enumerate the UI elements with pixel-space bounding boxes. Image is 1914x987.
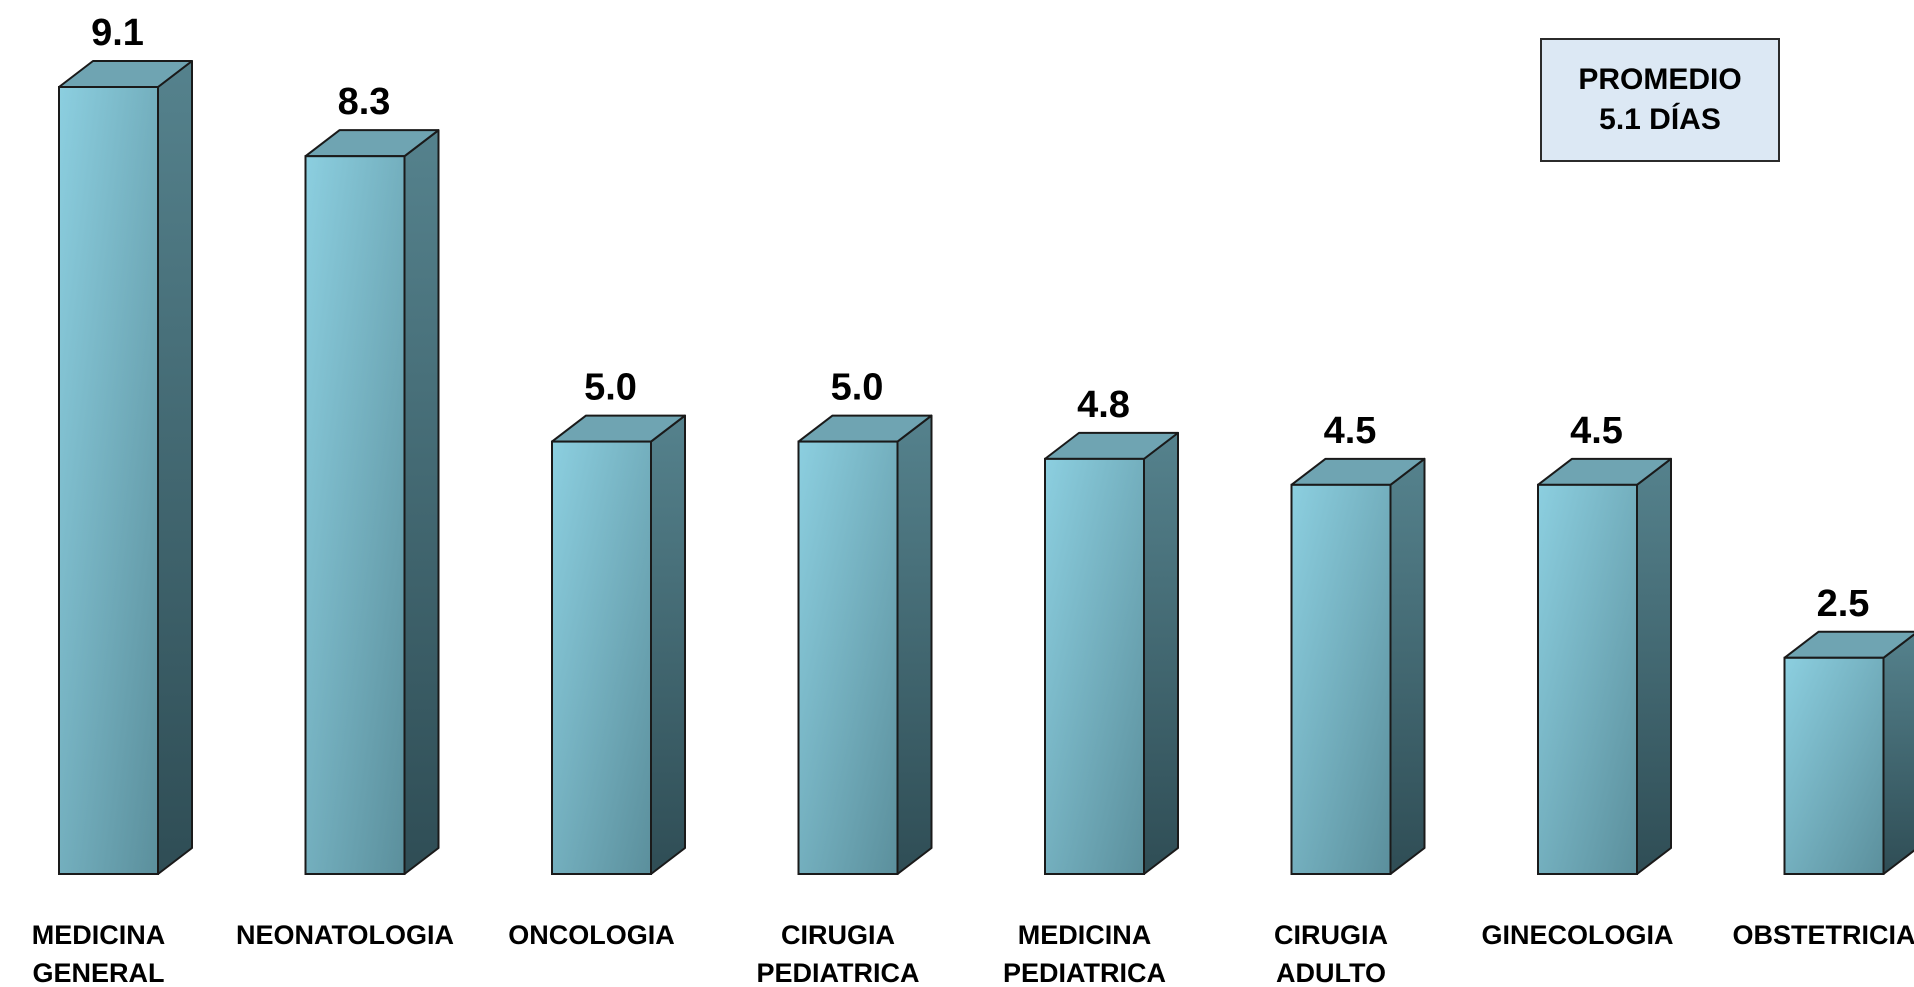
- bar-side-face: [650, 414, 686, 875]
- bar: [58, 60, 193, 875]
- tick-label: CIRUGIA: [781, 920, 895, 950]
- bar-front-face: [1537, 483, 1638, 875]
- bar-side-face: [403, 129, 440, 875]
- tick-label: PEDIATRICA: [1003, 958, 1166, 987]
- bar: [1783, 630, 1914, 875]
- tick-label: MEDICINA: [1018, 920, 1152, 950]
- tick-label: CIRUGIA: [1274, 920, 1388, 950]
- tick-label: OBSTETRICIA: [1732, 920, 1914, 950]
- average-title: PROMEDIO: [1578, 63, 1742, 96]
- bar-front-face: [551, 440, 652, 875]
- bar-front-face: [58, 86, 159, 875]
- bar-front-face: [797, 440, 899, 875]
- tick-label: NEONATOLOGIA: [236, 920, 454, 950]
- bar-side-face: [1143, 431, 1179, 875]
- bar-front-face: [1783, 656, 1885, 875]
- bar-side-face: [157, 60, 193, 875]
- tick-label: GENERAL: [32, 958, 164, 987]
- bar: [304, 129, 440, 875]
- bar-side-face: [1389, 457, 1426, 875]
- tick-label: PEDIATRICA: [756, 958, 919, 987]
- bar-front-face: [1044, 457, 1145, 875]
- category-labels-group: MEDICINA GENERAL NEONATOLOGIA ONCOLOGIA CIRU…: [32, 920, 1914, 987]
- bar: [1290, 457, 1426, 875]
- data-label: 5.0: [584, 367, 637, 409]
- bar: [797, 414, 933, 875]
- tick-label: ONCOLOGIA: [508, 920, 675, 950]
- value-labels-group: 9.1 8.3 5.0 5.0 4.8 4.5 4.5 2.5: [91, 12, 1869, 625]
- bar-front-face: [1290, 483, 1392, 875]
- bar: [1537, 457, 1672, 875]
- data-label: 8.3: [338, 81, 391, 123]
- bar-front-face: [304, 155, 406, 875]
- bar: [1044, 431, 1179, 875]
- data-label: 4.5: [1570, 410, 1623, 452]
- data-label: 4.5: [1324, 410, 1377, 452]
- tick-label: GINECOLOGIA: [1481, 920, 1673, 950]
- data-label: 2.5: [1817, 583, 1870, 625]
- bar: [551, 414, 686, 875]
- bar-side-face: [896, 414, 933, 875]
- average-annotation-box: PROMEDIO 5.1 DÍAS: [1540, 38, 1780, 162]
- average-value: 5.1 DÍAS: [1599, 103, 1721, 136]
- data-label: 9.1: [91, 12, 144, 54]
- data-label: 5.0: [831, 367, 884, 409]
- data-label: 4.8: [1077, 384, 1130, 426]
- bars-group: [58, 60, 1914, 875]
- tick-label: MEDICINA: [32, 920, 166, 950]
- bar-side-face: [1882, 633, 1914, 875]
- bar-side-face: [1636, 457, 1672, 875]
- tick-label: ADULTO: [1276, 958, 1386, 987]
